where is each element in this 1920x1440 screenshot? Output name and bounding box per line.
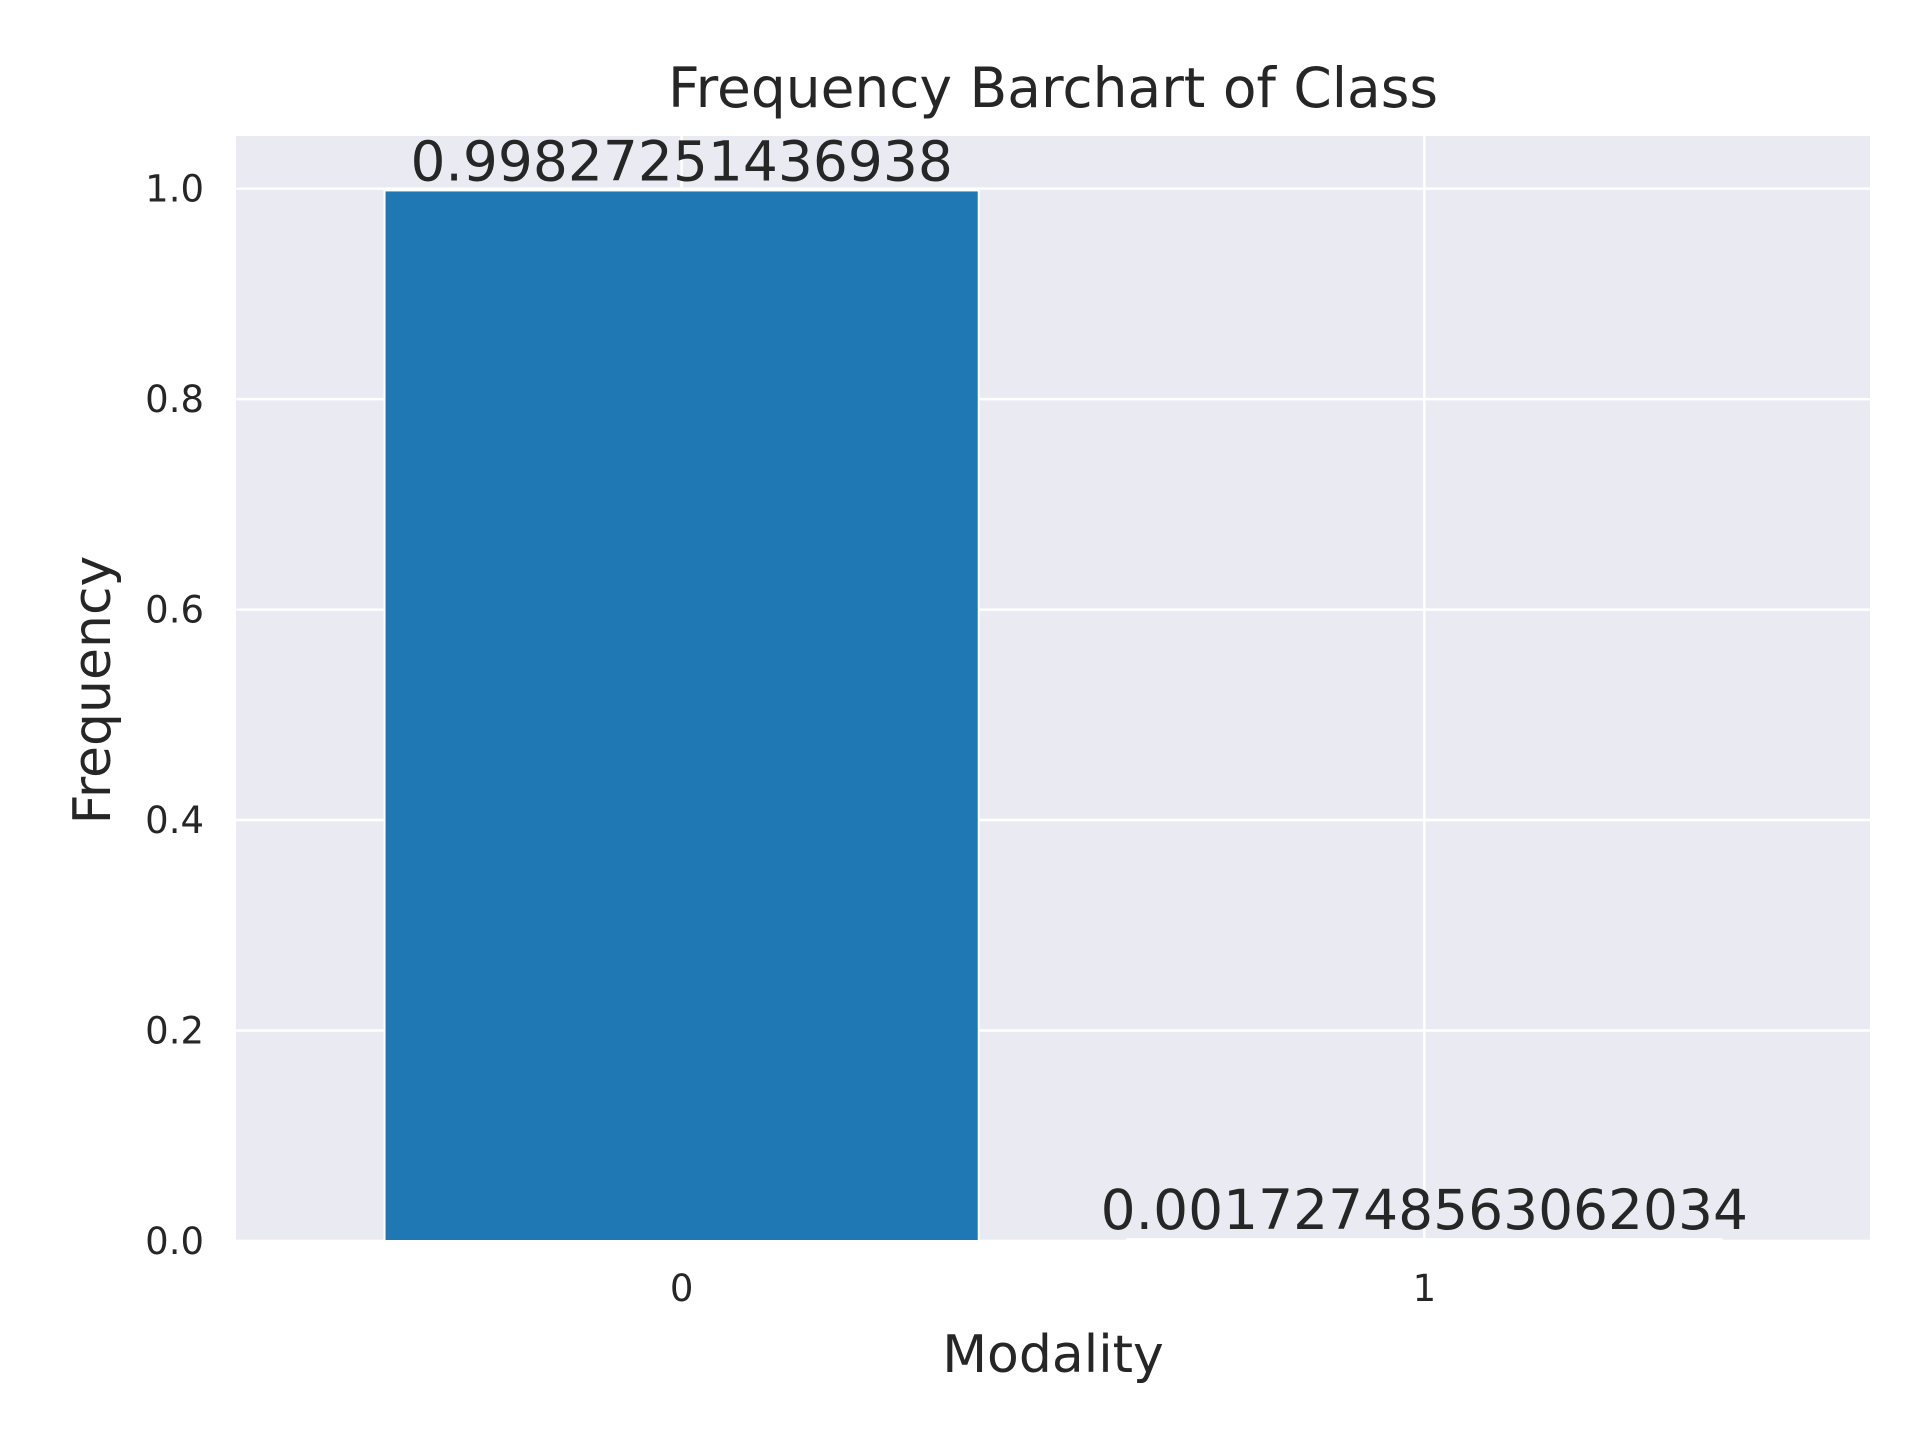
bars xyxy=(383,189,1723,1243)
y-tick-label: 0.0 xyxy=(145,1220,204,1263)
x-tick-label: 1 xyxy=(1413,1267,1437,1310)
x-tick-label: 0 xyxy=(670,1267,694,1310)
y-tick-label: 0.6 xyxy=(145,589,204,632)
x-axis-label: Modality xyxy=(942,1325,1164,1385)
y-tick-label: 1.0 xyxy=(145,168,204,211)
data-label-0: 0.99827251436938 xyxy=(410,129,952,193)
y-tick-label: 0.8 xyxy=(145,378,204,421)
chart-title: Frequency Barchart of Class xyxy=(668,56,1438,120)
y-axis-ticks: 0.0 0.2 0.4 0.6 0.8 1.0 xyxy=(145,168,204,1263)
bar-1 xyxy=(1126,1238,1723,1242)
bar-0 xyxy=(383,189,980,1243)
y-axis-label: Frequency xyxy=(63,556,123,825)
data-label-1: 0.0017274856306203​4 xyxy=(1101,1178,1748,1242)
data-labels: 0.99827251436938 0.0017274856306203​4 xyxy=(410,129,1748,1242)
y-tick-label: 0.2 xyxy=(145,1010,204,1053)
y-tick-label: 0.4 xyxy=(145,799,204,842)
